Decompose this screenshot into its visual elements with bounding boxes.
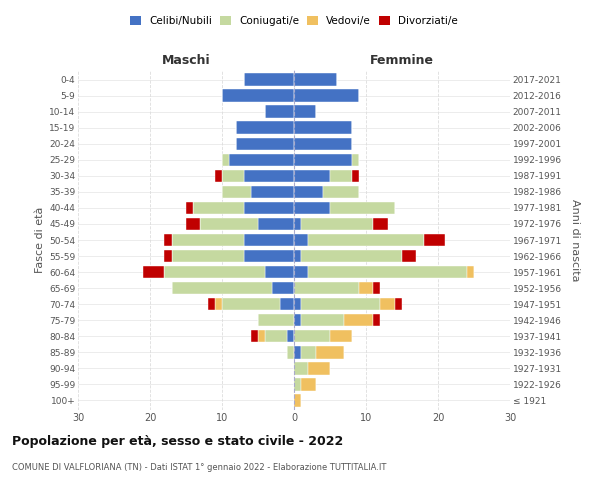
Bar — [344, 314, 373, 326]
Bar — [359, 282, 373, 294]
Bar — [294, 346, 301, 358]
Bar — [280, 298, 294, 310]
Bar — [186, 202, 193, 214]
Bar — [373, 282, 380, 294]
Bar — [373, 218, 388, 230]
Text: Maschi: Maschi — [161, 54, 211, 68]
Legend: Celibi/Nubili, Coniugati/e, Vedovi/e, Divorziati/e: Celibi/Nubili, Coniugati/e, Vedovi/e, Di… — [128, 14, 460, 28]
Bar — [294, 282, 359, 294]
Bar — [193, 202, 244, 214]
Bar — [308, 234, 424, 246]
Bar — [236, 138, 294, 150]
Bar — [244, 234, 294, 246]
Bar — [294, 170, 330, 182]
Bar — [294, 298, 301, 310]
Bar — [301, 346, 316, 358]
Bar — [222, 298, 280, 310]
Bar — [316, 346, 344, 358]
Bar — [258, 218, 294, 230]
Bar — [222, 170, 244, 182]
Bar — [215, 170, 222, 182]
Bar — [294, 234, 308, 246]
Bar — [222, 186, 251, 198]
Bar — [330, 202, 395, 214]
Bar — [186, 218, 200, 230]
Bar — [229, 154, 294, 166]
Bar — [294, 90, 359, 102]
Bar — [294, 186, 323, 198]
Bar — [402, 250, 416, 262]
Bar — [251, 186, 294, 198]
Y-axis label: Fasce di età: Fasce di età — [35, 207, 45, 273]
Bar — [294, 266, 308, 278]
Bar — [294, 106, 316, 118]
Bar — [323, 186, 359, 198]
Bar — [265, 330, 287, 342]
Bar — [330, 170, 352, 182]
Bar — [164, 250, 172, 262]
Bar — [215, 298, 222, 310]
Text: Femmine: Femmine — [370, 54, 434, 68]
Bar — [258, 330, 265, 342]
Bar — [272, 282, 294, 294]
Bar — [294, 394, 301, 406]
Bar — [172, 250, 244, 262]
Bar — [236, 122, 294, 134]
Bar — [251, 330, 258, 342]
Bar — [424, 234, 445, 246]
Bar — [294, 154, 352, 166]
Bar — [172, 282, 272, 294]
Bar — [352, 170, 359, 182]
Bar — [172, 234, 244, 246]
Bar — [294, 202, 330, 214]
Bar — [301, 218, 373, 230]
Bar — [222, 90, 294, 102]
Bar — [373, 314, 380, 326]
Bar — [265, 106, 294, 118]
Bar — [467, 266, 474, 278]
Bar — [208, 298, 215, 310]
Bar — [287, 330, 294, 342]
Bar — [301, 298, 380, 310]
Bar — [258, 314, 294, 326]
Bar — [301, 250, 402, 262]
Bar — [200, 218, 258, 230]
Bar — [395, 298, 402, 310]
Bar — [308, 362, 330, 374]
Bar — [265, 266, 294, 278]
Text: Popolazione per età, sesso e stato civile - 2022: Popolazione per età, sesso e stato civil… — [12, 435, 343, 448]
Bar — [287, 346, 294, 358]
Bar — [244, 170, 294, 182]
Bar — [244, 74, 294, 86]
Bar — [294, 122, 352, 134]
Bar — [294, 330, 330, 342]
Bar — [244, 202, 294, 214]
Bar — [294, 218, 301, 230]
Bar — [294, 378, 301, 390]
Bar — [301, 378, 316, 390]
Bar — [294, 362, 308, 374]
Bar — [164, 266, 265, 278]
Bar — [301, 314, 344, 326]
Y-axis label: Anni di nascita: Anni di nascita — [571, 198, 580, 281]
Bar — [294, 314, 301, 326]
Bar — [308, 266, 467, 278]
Text: COMUNE DI VALFLORIANA (TN) - Dati ISTAT 1° gennaio 2022 - Elaborazione TUTTITALI: COMUNE DI VALFLORIANA (TN) - Dati ISTAT … — [12, 462, 386, 471]
Bar — [294, 250, 301, 262]
Bar — [294, 138, 352, 150]
Bar — [294, 74, 337, 86]
Bar — [244, 250, 294, 262]
Bar — [380, 298, 395, 310]
Bar — [352, 154, 359, 166]
Bar — [222, 154, 229, 166]
Bar — [164, 234, 172, 246]
Bar — [330, 330, 352, 342]
Bar — [143, 266, 164, 278]
